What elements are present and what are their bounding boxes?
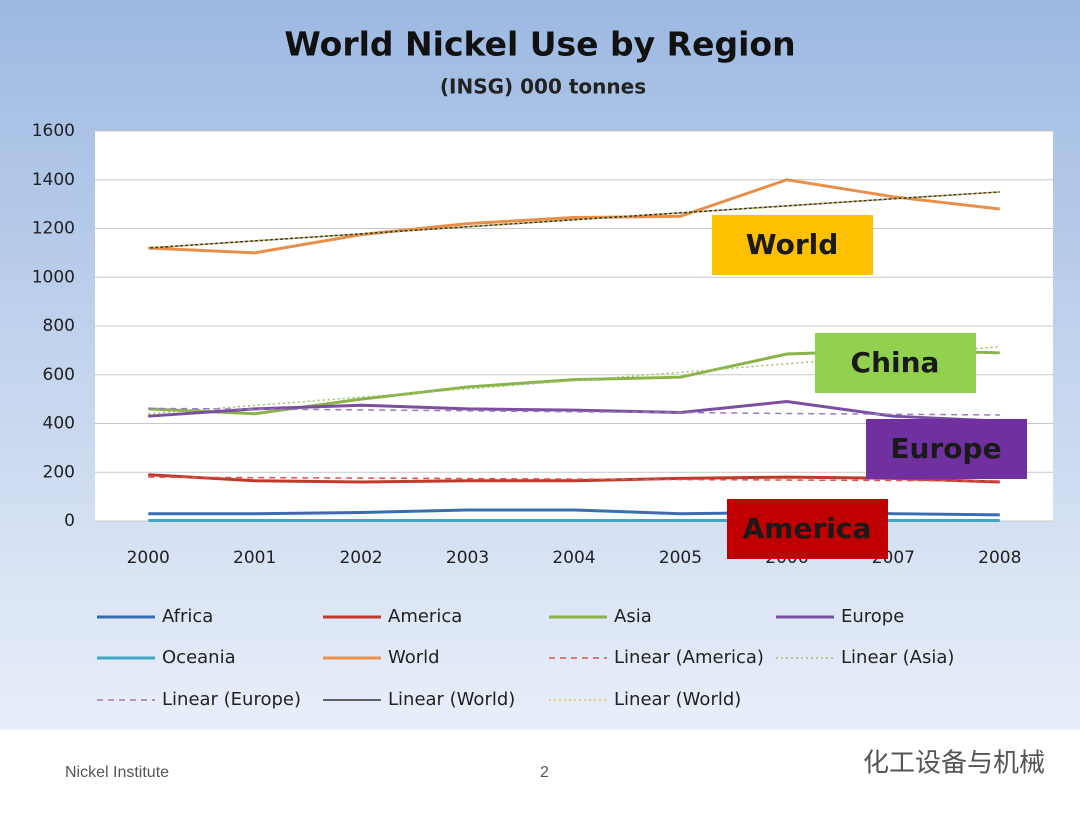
watermark: 化工设备与机械 bbox=[863, 749, 1045, 779]
annotation-box bbox=[866, 419, 1027, 479]
annotation-label: America bbox=[743, 512, 872, 545]
data-line bbox=[148, 178, 1000, 255]
y-tick-label: 0 bbox=[64, 511, 75, 531]
annotation-box bbox=[712, 215, 873, 275]
x-tick-label: 2002 bbox=[339, 548, 382, 568]
annotation-box bbox=[727, 499, 888, 559]
legend-label: Asia bbox=[614, 606, 652, 627]
legend-label: World bbox=[388, 647, 440, 668]
legend-label: Linear (America) bbox=[614, 647, 764, 668]
chart-title: World Nickel Use by Region bbox=[284, 25, 795, 64]
trend-line bbox=[148, 191, 1000, 249]
x-tick-label: 2003 bbox=[446, 548, 489, 568]
y-tick-label: 1000 bbox=[32, 267, 75, 287]
legend-label: Oceania bbox=[162, 647, 236, 668]
y-tick-label: 400 bbox=[43, 414, 75, 434]
annotation-box bbox=[815, 333, 976, 393]
x-tick-label: 2001 bbox=[233, 548, 276, 568]
y-tick-label: 1600 bbox=[32, 121, 75, 141]
legend-label: Linear (Asia) bbox=[841, 647, 954, 668]
annotation-label: World bbox=[746, 228, 839, 261]
y-tick-label: 1200 bbox=[32, 219, 75, 239]
legend-label: Linear (World) bbox=[614, 689, 741, 710]
y-tick-label: 600 bbox=[43, 365, 75, 385]
annotation-label: China bbox=[851, 346, 940, 379]
trend-line bbox=[148, 407, 1000, 416]
y-tick-label: 1400 bbox=[32, 170, 75, 190]
legend-label: America bbox=[388, 606, 462, 627]
legend-label: Linear (Europe) bbox=[162, 689, 301, 710]
x-tick-label: 2005 bbox=[659, 548, 702, 568]
annotation-label: Europe bbox=[890, 432, 1001, 465]
footer-source: Nickel Institute bbox=[65, 764, 169, 781]
x-tick-label: 2008 bbox=[978, 548, 1021, 568]
chart-subtitle: (INSG) 000 tonnes bbox=[440, 75, 646, 99]
data-line bbox=[148, 473, 1000, 484]
y-tick-label: 200 bbox=[43, 462, 75, 482]
x-tick-label: 2004 bbox=[552, 548, 595, 568]
data-line bbox=[148, 400, 1000, 423]
trend-line bbox=[148, 476, 1000, 482]
legend-label: Africa bbox=[162, 606, 213, 627]
x-tick-label: 2000 bbox=[127, 548, 170, 568]
y-tick-label: 800 bbox=[43, 316, 75, 336]
legend-label: Linear (World) bbox=[388, 689, 515, 710]
page-number: 2 bbox=[540, 764, 549, 781]
legend-label: Europe bbox=[841, 606, 904, 627]
